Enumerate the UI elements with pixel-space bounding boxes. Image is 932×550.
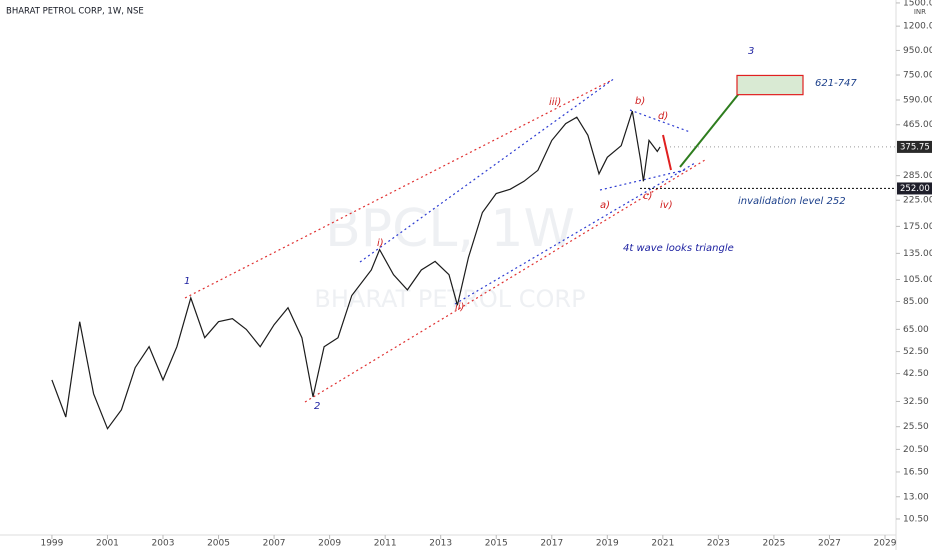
y-tick-label: 1500.00 (903, 0, 932, 8)
x-tick-label: 2011 (374, 539, 397, 549)
y-tick-label: 42.50 (903, 369, 929, 379)
triangle-line (629, 109, 691, 133)
annotation: invalidation level 252 (738, 196, 846, 207)
x-tick-label: 2015 (485, 539, 508, 549)
drawings (184, 74, 896, 403)
price-label: 375.75 (900, 142, 930, 152)
chart-title: BHARAT PETROL CORP, 1W, NSE (6, 7, 144, 17)
x-tick-label: 2009 (318, 539, 341, 549)
y-tick-label: 65.00 (903, 325, 929, 335)
x-tick-label: 2003 (152, 539, 175, 549)
annotations: 1 2 i) ii) iii) a) b) c) d) iv) 3 4t wav… (184, 46, 857, 412)
y-tick-label: 10.50 (903, 514, 929, 524)
y-tick-label: 135.00 (903, 249, 932, 259)
y-tick-label: 950.00 (903, 46, 932, 56)
annotation: 3 (748, 46, 754, 57)
annotation: 1 (184, 276, 190, 287)
x-tick-label: 2005 (207, 539, 230, 549)
x-tick-label: 2017 (540, 539, 563, 549)
channel-line (454, 162, 696, 305)
annotation: b) (635, 96, 645, 107)
annotation: a) (600, 200, 610, 211)
price-line (51, 110, 661, 430)
y-tick-label: 25.50 (903, 422, 929, 432)
watermark-symbol: BPCL, 1W (325, 199, 575, 259)
x-tick-label: 2001 (96, 539, 119, 549)
projection-line (662, 134, 672, 171)
y-tick-label: 16.50 (903, 467, 929, 477)
y-tick-label: 32.50 (903, 397, 929, 407)
annotation: iv) (660, 200, 673, 211)
y-tick-label: 590.00 (903, 95, 932, 105)
price-label: 252.00 (900, 184, 930, 194)
annotation: 2 (314, 401, 320, 412)
target-label: 621-747 (815, 78, 857, 89)
y-tick-label: 750.00 (903, 71, 932, 81)
target-zone (736, 74, 804, 96)
x-tick-label: 2021 (651, 539, 674, 549)
x-tick-label: 2013 (429, 539, 452, 549)
y-tick-label: 465.00 (903, 120, 932, 130)
projection-line (679, 85, 746, 168)
x-tick-label: 1999 (40, 539, 63, 549)
price-label-bg (897, 182, 932, 195)
y-tick-label: 85.00 (903, 297, 929, 307)
x-tick-label: 2023 (707, 539, 730, 549)
y-tick-label: 52.50 (903, 347, 929, 357)
y-tick-label: 105.00 (903, 275, 932, 285)
price-label-bg (897, 140, 932, 153)
x-tick-label: 2027 (818, 539, 841, 549)
annotation: ii) (455, 302, 464, 313)
annotation: 4t wave looks triangle (623, 243, 734, 254)
annotation: i) (377, 238, 384, 249)
y-tick-label: 20.50 (903, 445, 929, 455)
watermark-name: BHARAT PETROL CORP (314, 285, 585, 313)
x-tick-label: 2025 (762, 539, 785, 549)
y-tick-label: 175.00 (903, 222, 932, 232)
x-tick-label: 2029 (874, 539, 897, 549)
annotation: c) (643, 191, 652, 202)
y-tick-label: 1200.00 (903, 22, 932, 32)
x-tick-label: 2019 (596, 539, 619, 549)
y-tick-label: 225.00 (903, 196, 932, 206)
currency: INR (914, 8, 926, 16)
annotation: iii) (549, 97, 561, 108)
y-tick-label: 13.00 (903, 492, 929, 502)
y-tick-label: 285.00 (903, 171, 932, 181)
x-tick-label: 2007 (263, 539, 286, 549)
annotation: d) (658, 111, 668, 122)
